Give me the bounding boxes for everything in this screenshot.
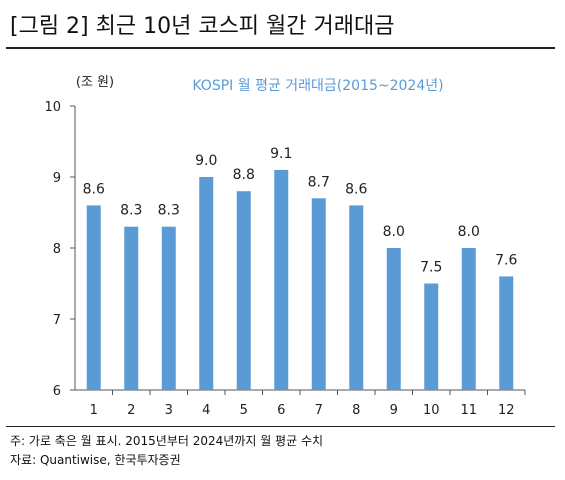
data-label: 8.0	[383, 224, 405, 240]
x-tick-label: 2	[127, 403, 135, 418]
data-label: 9.1	[270, 146, 292, 162]
top-rule	[6, 47, 555, 49]
footnotes: 주: 가로 축은 월 표시. 2015년부터 2024년까지 월 평균 수치 자…	[10, 432, 323, 470]
data-label: 9.0	[195, 153, 217, 169]
data-label: 7.5	[420, 260, 442, 276]
bar-month-6	[274, 169, 289, 390]
bar-month-12	[499, 276, 514, 390]
data-label: 8.3	[120, 203, 142, 219]
x-tick-label: 5	[240, 403, 248, 418]
figure-title: [그림 2] 최근 10년 코스피 월간 거래대금	[10, 14, 395, 39]
x-tick-label: 7	[315, 403, 323, 418]
y-tick-label: 8	[53, 242, 61, 257]
bar-month-10	[424, 283, 439, 390]
bar-month-11	[461, 248, 476, 390]
data-label: 8.6	[345, 181, 367, 197]
x-tick-label: 12	[498, 403, 515, 418]
x-tick-label: 4	[202, 403, 210, 418]
x-tick-label: 11	[460, 403, 477, 418]
bar-month-1	[86, 205, 101, 390]
bar-month-9	[386, 248, 401, 390]
footnote: 주: 가로 축은 월 표시. 2015년부터 2024년까지 월 평균 수치	[10, 434, 324, 448]
bar-month-8	[349, 205, 364, 390]
bar-month-2	[124, 226, 139, 390]
x-tick-label: 1	[90, 403, 98, 418]
data-label: 8.6	[83, 181, 105, 197]
x-tick-label: 3	[165, 403, 173, 418]
bar-month-3	[161, 226, 176, 390]
bar-month-7	[311, 198, 326, 390]
data-label: 8.7	[308, 174, 330, 190]
source-note: 자료: Quantiwise, 한국투자증권	[10, 453, 181, 467]
bar-chart: (조 원) KOSPI 월 평균 거래대금(2015~2024년) 6 7 8 9 10…	[44, 75, 526, 418]
bar-month-5	[236, 191, 251, 390]
bottom-rule	[6, 426, 555, 427]
data-label: 7.6	[495, 252, 517, 268]
data-label: 8.3	[158, 203, 180, 219]
x-tick-label: 9	[390, 403, 398, 418]
bar-month-4	[199, 177, 214, 390]
x-tick-label: 10	[423, 403, 440, 418]
data-label: 8.0	[458, 224, 480, 240]
y-tick-label: 9	[53, 171, 61, 186]
x-tick-label: 6	[277, 403, 285, 418]
y-tick-label: 10	[44, 100, 61, 115]
y-tick-label: 6	[53, 384, 61, 399]
data-label: 8.8	[233, 167, 255, 183]
y-tick-label: 7	[53, 313, 61, 328]
chart-title: KOSPI 월 평균 거래대금(2015~2024년)	[192, 78, 443, 94]
y-axis-unit: (조 원)	[76, 75, 114, 90]
x-tick-label: 8	[352, 403, 360, 418]
